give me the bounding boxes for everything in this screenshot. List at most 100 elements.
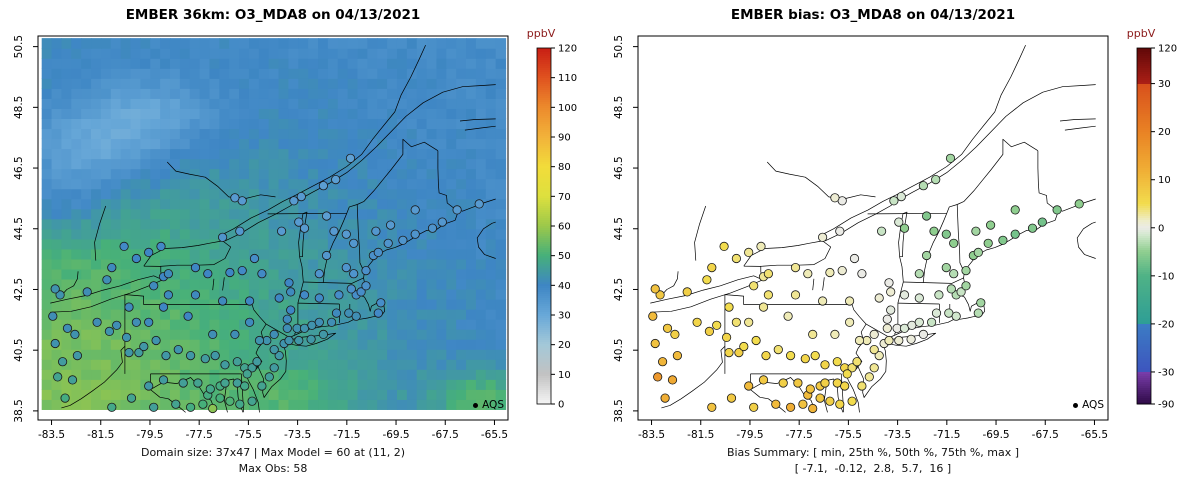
station-marker <box>926 317 937 327</box>
y-tick-label: 42.5 <box>613 278 625 301</box>
station-marker <box>773 344 783 355</box>
station-marker <box>840 381 850 391</box>
station-marker <box>931 175 941 185</box>
station-marker <box>726 393 737 403</box>
station-marker <box>854 335 865 346</box>
station-points <box>48 153 484 414</box>
station-marker <box>761 350 771 361</box>
station-marker <box>286 305 296 315</box>
station-marker <box>203 269 213 279</box>
station-marker <box>252 357 262 367</box>
station-marker <box>349 269 359 279</box>
station-marker <box>830 193 840 203</box>
station-marker <box>1052 205 1062 215</box>
station-marker <box>218 296 228 306</box>
station-marker <box>786 350 796 361</box>
station-marker <box>869 329 879 339</box>
station-marker <box>899 290 910 300</box>
state-borders-coastlines <box>50 44 496 413</box>
station-marker <box>886 305 896 315</box>
station-marker <box>72 350 83 361</box>
station-marker <box>1010 229 1020 239</box>
station-marker <box>299 223 310 233</box>
station-marker <box>289 196 299 206</box>
station-marker <box>119 241 129 251</box>
station-marker <box>190 290 201 300</box>
station-marker <box>763 269 773 279</box>
station-marker <box>894 217 904 227</box>
colorbar-tick-label: 120 <box>558 44 577 55</box>
station-marker <box>356 287 366 297</box>
station-marker <box>186 350 196 361</box>
x-tick-label: -83.5 <box>38 429 65 441</box>
station-marker <box>882 314 892 324</box>
station-marker <box>53 372 63 382</box>
station-marker <box>70 329 80 339</box>
station-marker <box>383 238 393 248</box>
station-marker <box>702 275 712 285</box>
station-marker <box>249 253 260 264</box>
station-marker <box>655 290 665 300</box>
station-marker <box>845 296 855 306</box>
station-marker <box>820 378 830 388</box>
station-marker <box>946 284 956 294</box>
station-marker <box>62 323 73 333</box>
station-marker <box>931 308 942 318</box>
colorbar-unit-label: ppbV <box>526 27 556 40</box>
x-tick-label: -75.5 <box>835 429 862 441</box>
station-marker <box>220 378 230 388</box>
y-tick-label: 44.5 <box>13 217 25 240</box>
station-marker <box>294 217 304 227</box>
station-marker <box>242 369 252 379</box>
station-marker <box>235 399 245 409</box>
station-marker <box>124 302 134 312</box>
station-marker <box>158 302 169 312</box>
y-tick-label: 50.5 <box>613 35 625 58</box>
station-marker <box>682 287 692 297</box>
x-tick-label: -69.5 <box>982 429 1009 441</box>
station-marker <box>163 290 173 300</box>
station-marker <box>210 350 220 361</box>
colorbar: 120 30 20 10 0 -10 -20 -30 -90 <box>1136 44 1177 411</box>
station-marker <box>825 267 835 278</box>
aqs-dot-icon <box>473 402 479 408</box>
model-caption-line1: Domain size: 37x47 | Max Model = 60 at (… <box>140 446 405 459</box>
station-marker <box>719 241 729 251</box>
station-points <box>648 153 1084 414</box>
station-marker <box>225 396 235 406</box>
station-marker <box>847 363 857 373</box>
station-marker <box>889 196 899 206</box>
station-marker <box>918 329 928 339</box>
x-tick-label: -83.5 <box>638 429 665 441</box>
station-marker <box>648 311 658 321</box>
station-marker <box>60 393 70 403</box>
station-marker <box>131 317 141 327</box>
station-marker <box>257 381 267 391</box>
station-marker <box>376 298 386 308</box>
colorbar-tick-label: 100 <box>558 103 577 114</box>
station-marker <box>331 308 342 318</box>
model-caption-line2: Max Obs: 58 <box>238 462 308 475</box>
colorbar-tick-label: 10 <box>1158 175 1171 186</box>
station-marker <box>50 284 60 294</box>
station-marker <box>951 311 961 321</box>
station-marker <box>771 399 781 409</box>
station-marker <box>808 329 818 339</box>
station-marker <box>124 347 134 358</box>
station-marker <box>886 287 896 297</box>
x-tick-label: -77.5 <box>186 429 213 441</box>
station-marker <box>894 335 904 346</box>
station-marker <box>899 223 910 233</box>
station-marker <box>48 311 58 321</box>
station-marker <box>269 329 279 339</box>
aqs-legend-label: AQS <box>1082 399 1104 411</box>
station-marker <box>650 284 660 294</box>
station-marker <box>734 347 744 358</box>
station-marker <box>869 344 879 355</box>
station-marker <box>749 402 759 412</box>
station-marker <box>245 317 255 327</box>
station-marker <box>341 262 351 273</box>
y-tick-label: 46.5 <box>13 156 25 179</box>
station-marker <box>122 332 132 342</box>
station-marker <box>144 381 154 391</box>
